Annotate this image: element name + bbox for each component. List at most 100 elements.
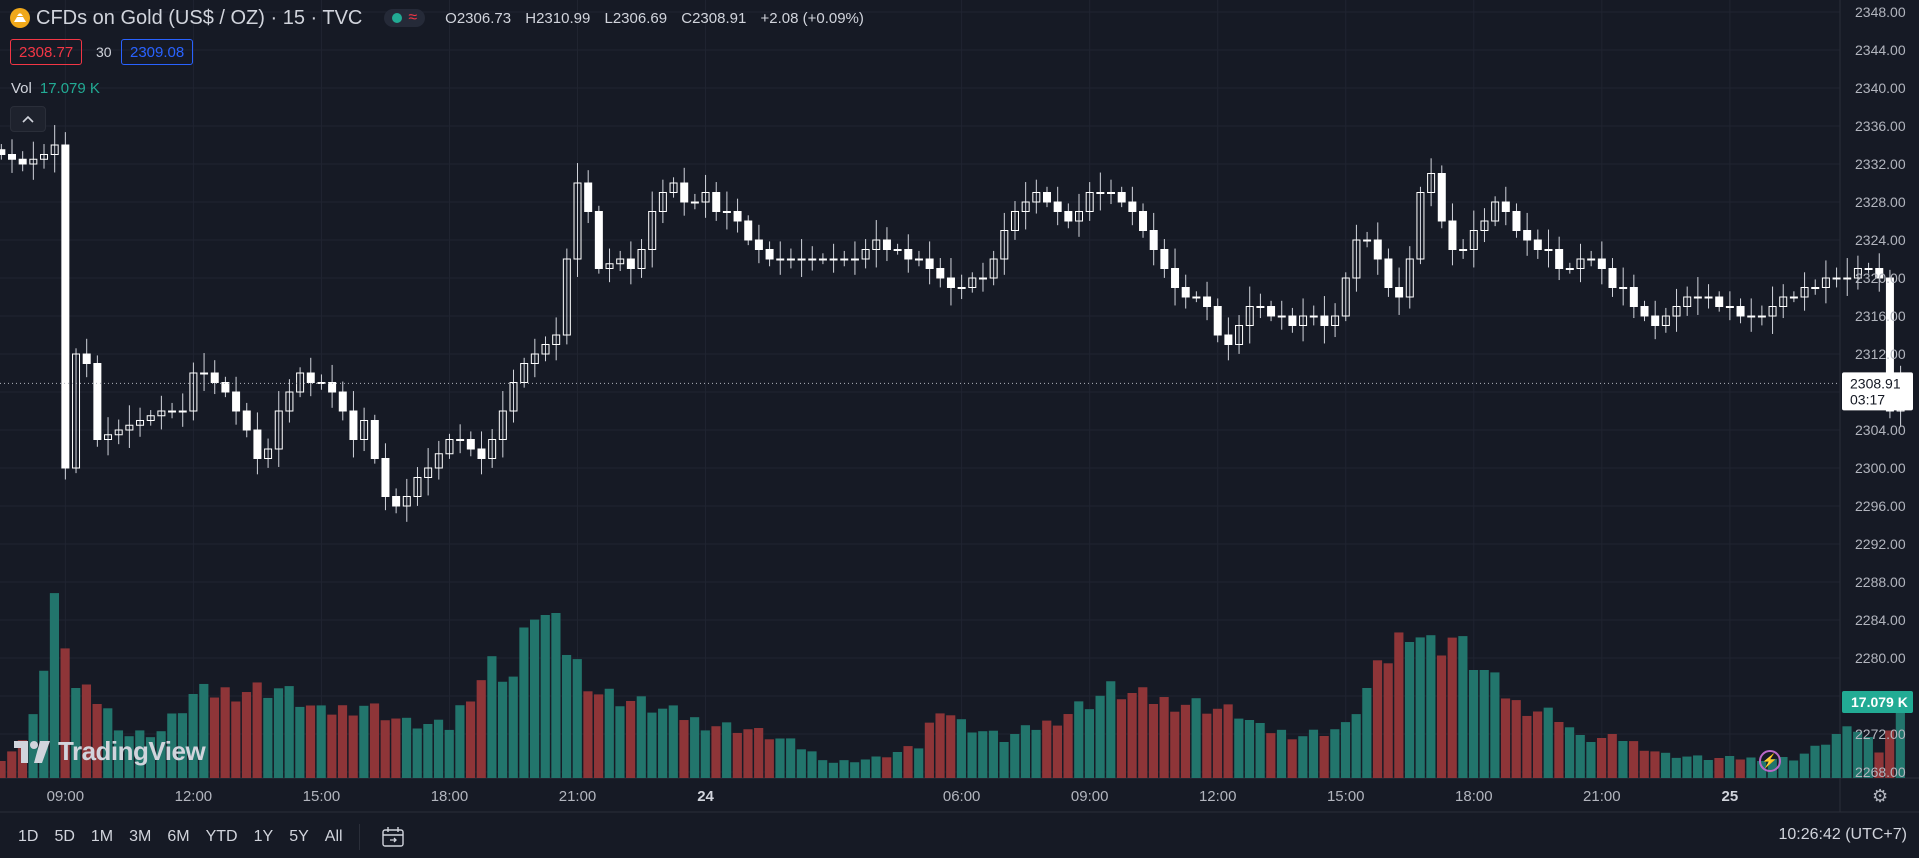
candle-body	[722, 211, 731, 213]
volume-bar	[1532, 711, 1543, 778]
candle-body	[1192, 296, 1201, 299]
candle-body	[104, 434, 113, 440]
range-3m-button[interactable]: 3M	[129, 828, 152, 845]
candle-body	[733, 211, 742, 222]
range-1d-button[interactable]: 1D	[18, 828, 39, 845]
candle-body	[1042, 192, 1051, 203]
sell-price-button[interactable]: 2308.77	[10, 39, 83, 65]
collapse-legend-button[interactable]	[10, 106, 46, 132]
volume-bar	[1468, 670, 1479, 778]
settings-gear-icon[interactable]: ⚙	[1872, 786, 1889, 806]
candle-body	[1203, 296, 1212, 307]
volume-bar	[1447, 637, 1457, 778]
price-axis-label: 2316.00	[1855, 308, 1906, 324]
volume-bar	[1757, 761, 1767, 778]
volume-bar	[1863, 737, 1873, 778]
range-5y-button[interactable]: 5Y	[289, 828, 309, 845]
date-range-selector: 1D 5D 1M 3M 6M YTD 1Y 5Y All	[10, 824, 414, 850]
candle-body	[93, 363, 102, 440]
candle-body	[402, 496, 411, 507]
volume-bar	[348, 715, 358, 778]
volume-bar	[0, 761, 6, 778]
candle-body	[520, 363, 529, 383]
candle-body	[178, 410, 187, 413]
price-axis-label: 2284.00	[1855, 612, 1906, 628]
volume-bar	[1564, 727, 1575, 778]
candle-body	[1448, 220, 1457, 250]
candle-body	[605, 263, 614, 269]
volume-bar	[1266, 733, 1276, 778]
lightning-alert-icon[interactable]: ⚡	[1759, 750, 1781, 772]
volume-legend[interactable]: Vol 17.079 K	[11, 80, 100, 97]
range-ytd-button[interactable]: YTD	[205, 828, 238, 845]
volume-bar	[914, 748, 924, 778]
time-axis-label: 24	[697, 788, 714, 805]
candle-body	[541, 344, 550, 355]
candle-body	[488, 439, 497, 459]
candle-body	[200, 372, 209, 375]
volume-bar	[316, 705, 326, 778]
candle-body	[1619, 287, 1628, 289]
tradingview-logo[interactable]: TradingView	[14, 736, 206, 767]
volume-bar	[167, 713, 177, 778]
volume-bar	[1244, 720, 1255, 778]
ohlc-readout: O2306.73 H2310.99 L2306.69 C2308.91 +2.0…	[445, 9, 864, 27]
candle-body	[392, 496, 401, 507]
volume-bar	[679, 720, 689, 778]
range-all-button[interactable]: All	[324, 828, 343, 845]
volume-bar	[1063, 714, 1073, 778]
calendar-goto-date-icon[interactable]	[372, 825, 414, 849]
buy-price-button[interactable]: 2309.08	[121, 39, 194, 65]
candle-body	[1341, 277, 1350, 317]
candle-body	[1181, 287, 1190, 298]
volume-bar	[786, 738, 796, 778]
volume-bar	[1191, 698, 1201, 778]
symbol-title[interactable]: CFDs on Gold (US$ / OZ) · 15 · TVC	[36, 6, 363, 29]
last-volume-label: 17.079 K	[1851, 694, 1908, 710]
volume-bar	[604, 688, 614, 778]
volume-bar	[743, 729, 753, 778]
candle-body	[1021, 201, 1030, 212]
volume-bar	[1340, 722, 1351, 778]
candle-body	[1149, 230, 1158, 250]
volume-bar	[1372, 660, 1383, 778]
candle-body	[861, 249, 870, 260]
candle-body	[1693, 296, 1702, 299]
market-status[interactable]: ≈	[384, 9, 426, 27]
range-1m-button[interactable]: 1M	[90, 828, 114, 845]
volume-bar	[530, 619, 540, 778]
volume-bar	[124, 736, 134, 778]
range-1y-button[interactable]: 1Y	[253, 828, 274, 845]
candle-body	[434, 453, 443, 469]
candle-body	[18, 158, 27, 165]
range-6m-button[interactable]: 6M	[167, 828, 190, 845]
volume-bar	[1458, 636, 1468, 778]
volume-bar	[241, 692, 252, 778]
price-axis-label: 2288.00	[1855, 574, 1906, 590]
volume-bar	[103, 708, 113, 778]
volume-bar	[1842, 726, 1852, 778]
volume-bar	[380, 720, 390, 778]
candle-body	[253, 429, 262, 459]
candle-body	[466, 439, 475, 450]
spread-value: 30	[96, 44, 112, 60]
timezone-clock[interactable]: 10:26:42 (UTC+7)	[1778, 826, 1907, 843]
volume-bar	[807, 751, 817, 778]
volume-bar	[391, 718, 401, 778]
range-5d-button[interactable]: 5D	[54, 828, 75, 845]
candle-body	[61, 144, 70, 469]
volume-bar	[1351, 714, 1361, 778]
volume-bar	[1319, 736, 1329, 778]
price-axis-label: 2328.00	[1855, 194, 1906, 210]
volume-bar	[284, 686, 294, 778]
candle-body	[125, 424, 134, 431]
candle-body	[424, 467, 433, 478]
candle-body	[1000, 230, 1009, 260]
candle-body	[893, 249, 902, 251]
candle-body	[413, 477, 422, 497]
candle-body	[1555, 249, 1564, 269]
last-price-tag	[1842, 372, 1913, 411]
price-axis-label: 2336.00	[1855, 118, 1906, 134]
volume-bar	[1522, 715, 1532, 778]
